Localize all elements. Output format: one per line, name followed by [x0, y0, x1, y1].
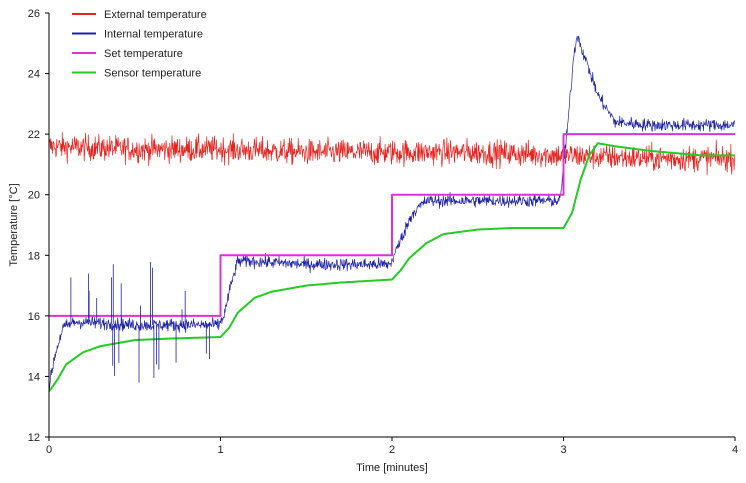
x-tick-label: 1 [217, 444, 223, 456]
legend-entry: Internal temperature [104, 29, 203, 41]
series-line-external-temperature [48, 131, 736, 176]
series-line-set-temperature [49, 133, 735, 317]
y-axis-label: Temperature [°C] [8, 183, 20, 266]
x-tick-label: 0 [46, 444, 52, 456]
y-tick-label: 18 [28, 250, 40, 262]
y-tick-label: 22 [28, 129, 40, 141]
legend: External temperature Internal temperature… [72, 9, 207, 80]
y-tick-label: 26 [28, 8, 40, 20]
y-ticks: 12 14 16 18 20 22 24 26 [28, 8, 49, 444]
x-axis-label: Time [minutes] [356, 462, 428, 474]
y-tick-label: 20 [28, 190, 40, 202]
series-line-internal-temperature [48, 35, 736, 392]
y-tick-label: 16 [28, 311, 40, 323]
legend-entry: External temperature [104, 9, 207, 21]
plot-layer [48, 35, 736, 393]
y-tick-label: 14 [28, 371, 40, 383]
internal-spikes [70, 261, 210, 383]
legend-entry: Sensor temperature [104, 68, 201, 80]
x-tick-label: 4 [732, 444, 738, 456]
y-tick-label: 12 [28, 432, 40, 444]
x-ticks: 0 1 2 3 4 [46, 437, 738, 456]
y-tick-label: 24 [28, 69, 40, 81]
series-line-sensor-temperature [48, 142, 735, 393]
legend-entry: Set temperature [104, 48, 183, 60]
x-tick-label: 2 [389, 444, 395, 456]
x-tick-label: 3 [560, 444, 566, 456]
